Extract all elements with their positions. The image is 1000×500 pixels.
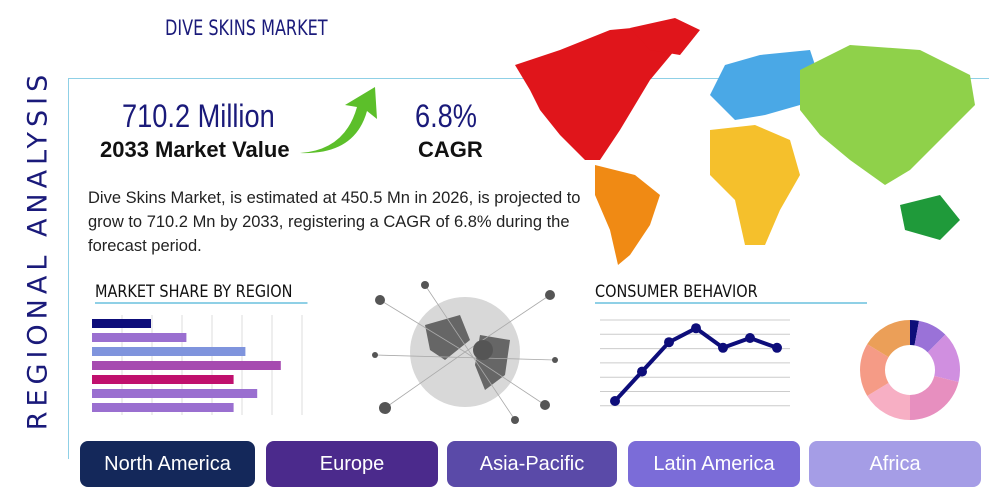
data-point <box>664 337 674 348</box>
region-button[interactable]: Latin America <box>628 441 800 487</box>
map-north-america <box>515 25 675 160</box>
bar <box>92 319 151 328</box>
donut-slice <box>867 382 910 420</box>
donut-slice <box>867 320 910 358</box>
bar <box>92 375 234 384</box>
globe-network-icon <box>372 281 558 424</box>
bar <box>92 333 187 342</box>
map-south-america <box>595 165 660 265</box>
bar <box>92 361 281 370</box>
behavior-line-chart <box>600 319 790 407</box>
region-button[interactable]: Africa <box>809 441 981 487</box>
behavior-donut-chart <box>860 320 960 420</box>
donut-slice <box>914 320 946 353</box>
side-title: REGIONAL ANALYSIS <box>18 70 58 431</box>
donut-slice <box>927 334 960 382</box>
map-oceania <box>900 195 960 240</box>
page-title: DIVE SKINS MARKET <box>165 16 328 40</box>
region-button[interactable]: North America <box>80 441 255 487</box>
donut-slice <box>860 344 889 396</box>
map-greenland <box>630 18 700 55</box>
bar <box>92 389 258 398</box>
market-value: 710.2 Million <box>122 98 275 134</box>
cagr-label: CAGR <box>418 137 483 162</box>
bar <box>92 403 234 412</box>
donut-slice <box>910 375 959 420</box>
map-asia <box>800 45 975 185</box>
side-title-text: REGIONAL ANALYSIS <box>22 69 54 431</box>
data-point <box>637 366 647 377</box>
donut-slice <box>910 320 920 346</box>
data-point <box>718 342 728 353</box>
map-europe <box>710 50 820 120</box>
map-africa <box>710 125 800 245</box>
description: Dive Skins Market, is estimated at 450.5… <box>88 189 581 255</box>
data-point <box>745 333 755 343</box>
growth-arrow-icon <box>300 87 377 154</box>
cagr-value: 6.8% <box>415 98 477 134</box>
share-bar-chart <box>92 315 303 415</box>
share-heading: MARKET SHARE BY REGION <box>95 282 308 304</box>
market-value-label: 2033 Market Value <box>100 137 290 162</box>
data-point <box>610 396 620 406</box>
data-point <box>691 323 701 334</box>
bar <box>92 347 246 356</box>
region-button[interactable]: Asia-Pacific <box>447 441 617 487</box>
world-map <box>515 18 975 265</box>
data-point <box>772 342 782 353</box>
behavior-heading: CONSUMER BEHAVIOR <box>595 282 867 304</box>
region-button[interactable]: Europe <box>266 441 438 487</box>
